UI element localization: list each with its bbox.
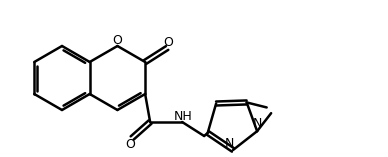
Text: O: O [113, 33, 122, 46]
Text: NH: NH [174, 109, 192, 122]
Text: O: O [125, 138, 135, 151]
Text: N: N [253, 117, 262, 130]
Text: O: O [163, 36, 173, 49]
Text: N: N [224, 138, 234, 150]
